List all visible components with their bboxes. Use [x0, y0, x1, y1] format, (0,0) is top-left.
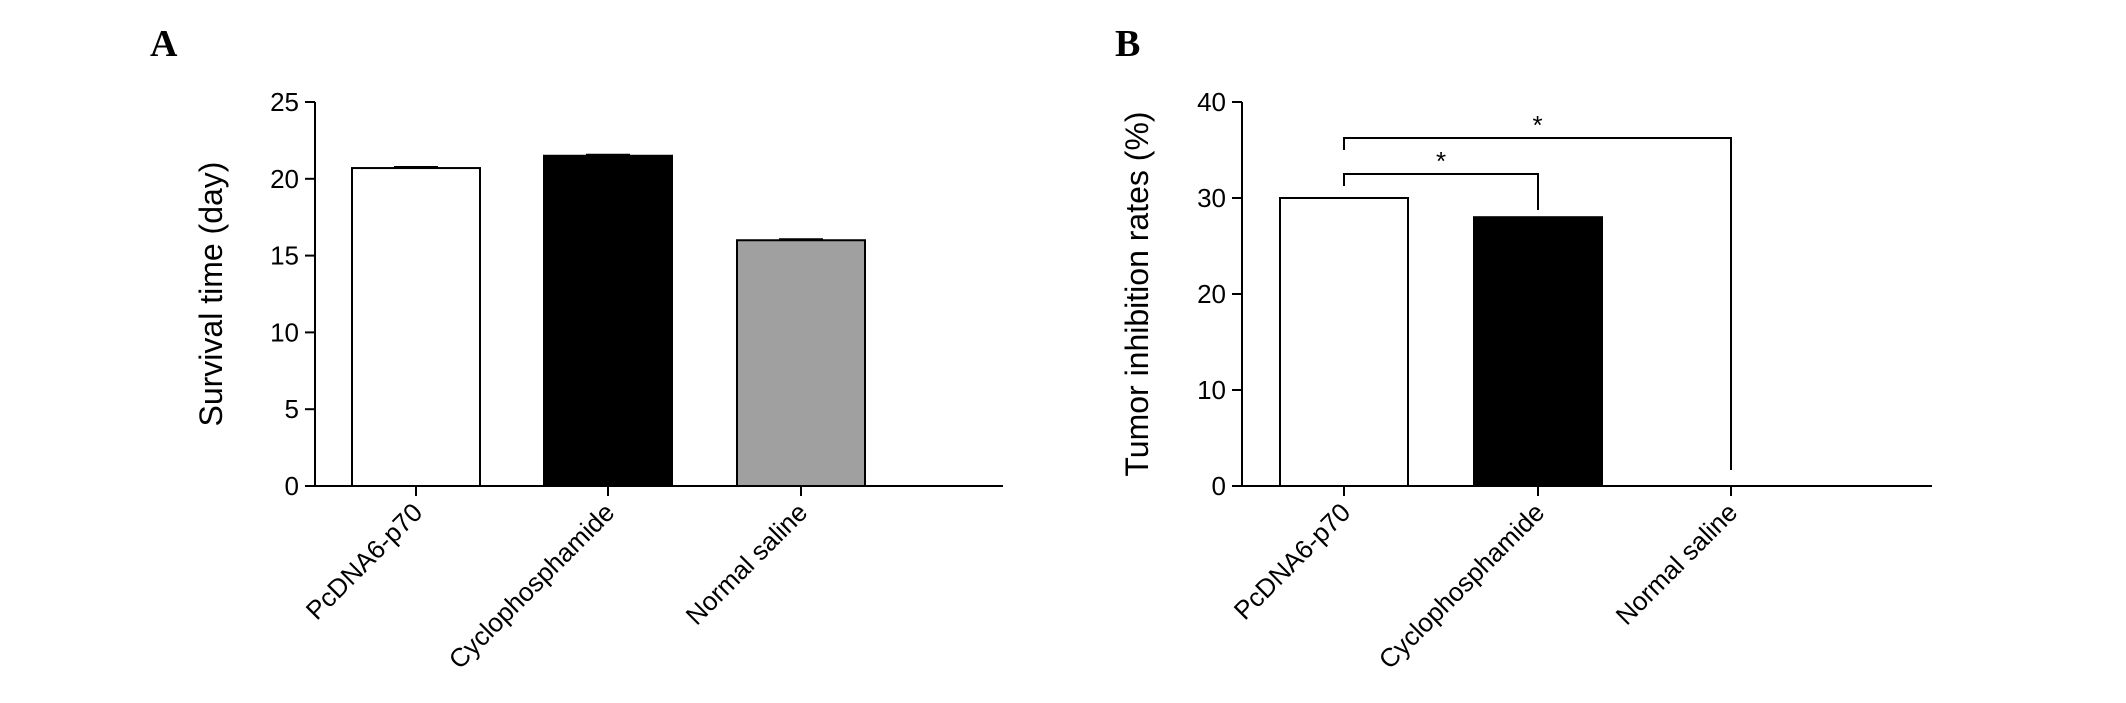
panel-b: B 0 10 20 30 40 Tumor inhibition rates (%) PcD…: [1063, 0, 2126, 703]
y-tick-label: 20: [270, 164, 299, 194]
y-tick-label: 15: [270, 241, 299, 271]
x-category-label: Normal saline: [1610, 497, 1744, 631]
y-tick-label: 40: [1197, 87, 1226, 117]
tumor-inhibition-chart: 0 10 20 30 40 Tumor inhibition rates (%) PcDNA…: [1119, 87, 1932, 675]
x-category-label: Normal saline: [680, 497, 814, 631]
y-tick-label: 25: [270, 87, 299, 117]
panel-a: A 0 5 10 15 20 25 Survival time (day) PcDNA6-p7…: [150, 23, 1003, 675]
y-tick-label: 0: [285, 471, 299, 501]
y-tick-label: 20: [1197, 279, 1226, 309]
y-axis-label: Survival time (day): [193, 162, 229, 427]
y-tick-label: 10: [270, 317, 299, 347]
bar: [351, 167, 481, 487]
x-category-label: Cyclophosphamide: [1373, 497, 1551, 675]
significance-bracket: [1343, 173, 1539, 210]
bar: [1279, 197, 1409, 487]
panel-label-b: B: [1115, 23, 1141, 65]
bar: [543, 154, 673, 487]
y-tick-label: 30: [1197, 183, 1226, 213]
significance-star: *: [1436, 146, 1446, 176]
y-tick-label: 5: [285, 394, 299, 424]
significance-bracket: [1343, 137, 1732, 470]
x-category-label: PcDNA6-p70: [1228, 497, 1357, 626]
x-category-label: PcDNA6-p70: [300, 497, 429, 626]
y-axis-label: Tumor inhibition rates (%): [1119, 111, 1155, 476]
x-category-label: Cyclophosphamide: [443, 497, 621, 675]
y-tick-label: 10: [1197, 375, 1226, 405]
panel-label-a: A: [150, 23, 178, 65]
bar: [1473, 216, 1603, 487]
bar: [736, 239, 866, 487]
survival-time-chart: 0 5 10 15 20 25 Survival time (day) PcDNA6-p70 C…: [193, 87, 1003, 675]
significance-star: *: [1532, 110, 1542, 140]
y-tick-label: 0: [1212, 471, 1226, 501]
